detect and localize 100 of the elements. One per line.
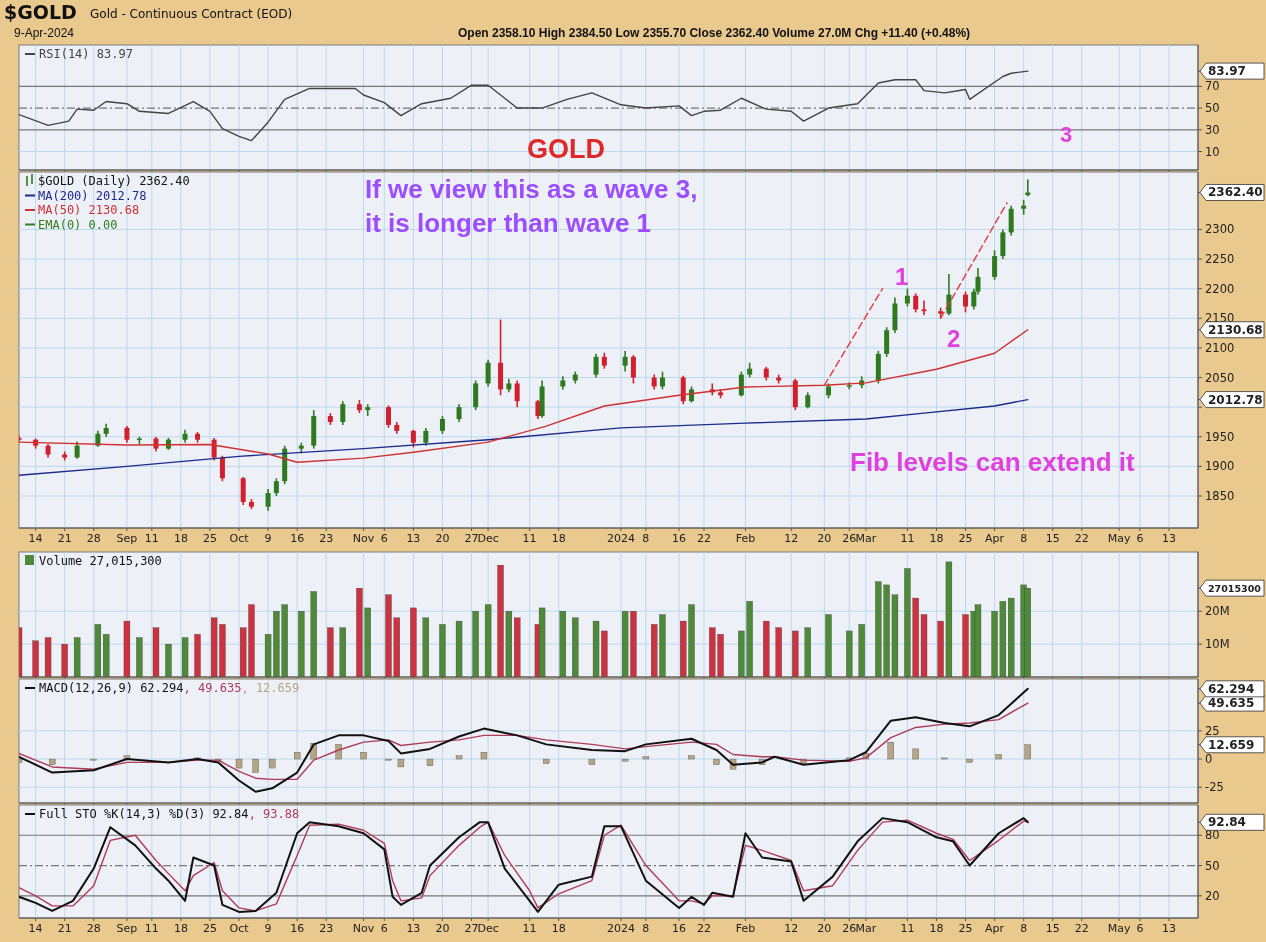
x-tick-label: 14 [28,532,43,545]
x-tick-label: 14 [28,922,43,935]
x-tick-label: 18 [551,532,566,545]
x-tick-label: Nov [352,922,375,935]
y-tick-label: 1850 [1205,489,1235,504]
series-label: , 93.88 [248,807,300,821]
x-tick-label: Oct [229,532,250,545]
x-tick-label: 18 [173,532,188,545]
y-tick-label: 49.635 [1208,696,1255,711]
y-tick-label: 80 [1205,828,1220,843]
x-tick-label: 9 [264,532,272,545]
x-tick-label: 16 [290,922,305,935]
x-tick-label: 18 [551,922,566,935]
x-tick-label: 26 [842,532,857,545]
x-tick-label: 21 [57,922,72,935]
x-tick-label: 13 [406,532,421,545]
x-tick-label: 27 [464,532,479,545]
annotation: If we view this as a wave 3, [365,174,698,204]
x-tick-label: 20 [435,532,450,545]
x-tick-label: 8 [642,532,650,545]
y-tick-label: 27015300 [1208,583,1262,595]
x-tick-label: 25 [202,922,217,935]
x-tick-label: Feb [735,922,756,935]
x-tick-label: Sep [116,922,138,935]
x-tick-label: 11 [522,532,537,545]
x-tick-label: 20 [817,532,832,545]
annotation: 2 [947,325,961,352]
x-tick-label: 27 [464,922,479,935]
x-tick-label: Mar [855,922,877,935]
legend-label: Volume 27,015,300 [39,554,162,568]
text: Open 2358.10 High 2384.50 Low 2355.70 Close 2362.40 Volume 27.0M Chg +11.40 (+0.48%) [458,26,971,40]
y-tick-label: 0 [1205,752,1213,767]
chart-title: $GOLD [4,1,77,23]
x-tick-label: 12 [784,532,799,545]
x-tick-label: 6 [1136,922,1144,935]
y-tick-label: 92.84 [1208,815,1246,830]
x-tick-label: May [1107,922,1131,935]
legend-label: Full STO %K(14,3) %D(3) 92.84 [39,807,249,821]
x-tick-label: Dec [477,532,499,545]
x-tick-label: Mar [855,532,877,545]
x-tick-label: 18 [173,922,188,935]
y-tick-label: 2050 [1205,370,1235,385]
x-tick-label: 22 [1074,532,1089,545]
x-tick-label: 6 [380,922,388,935]
x-tick-label: 20 [435,922,450,935]
x-tick-label: 8 [1020,922,1028,935]
x-tick-label: 25 [202,532,217,545]
y-tick-label: 2012.78 [1208,392,1263,407]
x-tick-label: 6 [1136,532,1144,545]
x-tick-label: 13 [1161,922,1176,935]
y-tick-label: 20M [1205,604,1230,619]
x-tick-label: 22 [696,532,711,545]
y-tick-label: 20 [1205,888,1220,903]
y-tick-label: 2200 [1205,281,1235,296]
x-tick-label: 22 [1074,922,1089,935]
legend-label: EMA(0) 0.00 [38,217,118,232]
y-tick-label: 50 [1205,101,1220,116]
y-tick-label: 62.294 [1208,681,1255,696]
x-tick-label: 12 [784,922,799,935]
x-tick-label: 11 [144,922,159,935]
y-tick-label: 2362.40 [1208,185,1263,200]
x-tick-label: 23 [319,532,334,545]
text: , 12.659 [241,681,300,695]
y-tick-label: 83.97 [1208,64,1246,79]
legend-label: MA(50) 2130.68 [38,203,140,217]
x-tick-label: 6 [380,532,388,545]
annotation: it is longer than wave 1 [365,208,652,238]
y-tick-label: 1900 [1205,459,1235,474]
x-tick-label: Nov [352,532,375,545]
y-tick-label: 10M [1205,637,1230,652]
x-tick-label: 25 [958,922,973,935]
legend-label: MACD(12,26,9) 62.294 [39,681,184,695]
x-tick-label: 11 [144,532,159,545]
y-tick-label: 1950 [1205,429,1235,444]
x-tick-label: 2024 [606,532,635,545]
y-tick-label: 2300 [1205,222,1235,237]
text: 9-Apr-2024 [14,26,75,40]
y-tick-label: -25 [1205,780,1224,795]
x-tick-label: 26 [842,922,857,935]
x-tick-label: 11 [900,922,915,935]
legend-label: $GOLD (Daily) 2362.40 [38,174,190,188]
x-tick-label: 13 [406,922,421,935]
text: , 49.635 [183,681,242,695]
x-tick-label: 16 [290,532,305,545]
y-tick-label: 70 [1205,79,1220,94]
x-tick-label: 15 [1045,922,1060,935]
x-tick-label: Apr [985,532,1005,545]
x-tick-label: May [1107,532,1131,545]
x-tick-label: Dec [477,922,499,935]
y-tick-label: 2100 [1205,340,1235,355]
annotation: 1 [895,263,909,290]
y-tick-label: 10 [1205,144,1220,159]
x-tick-label: Sep [116,532,138,545]
y-tick-label: 12.659 [1208,737,1255,752]
x-tick-label: 16 [672,922,687,935]
x-tick-label: 16 [672,532,687,545]
annotation: GOLD [527,134,605,164]
x-tick-label: 28 [86,922,101,935]
x-tick-label: 8 [1020,532,1028,545]
y-tick-label: 30 [1205,122,1220,137]
